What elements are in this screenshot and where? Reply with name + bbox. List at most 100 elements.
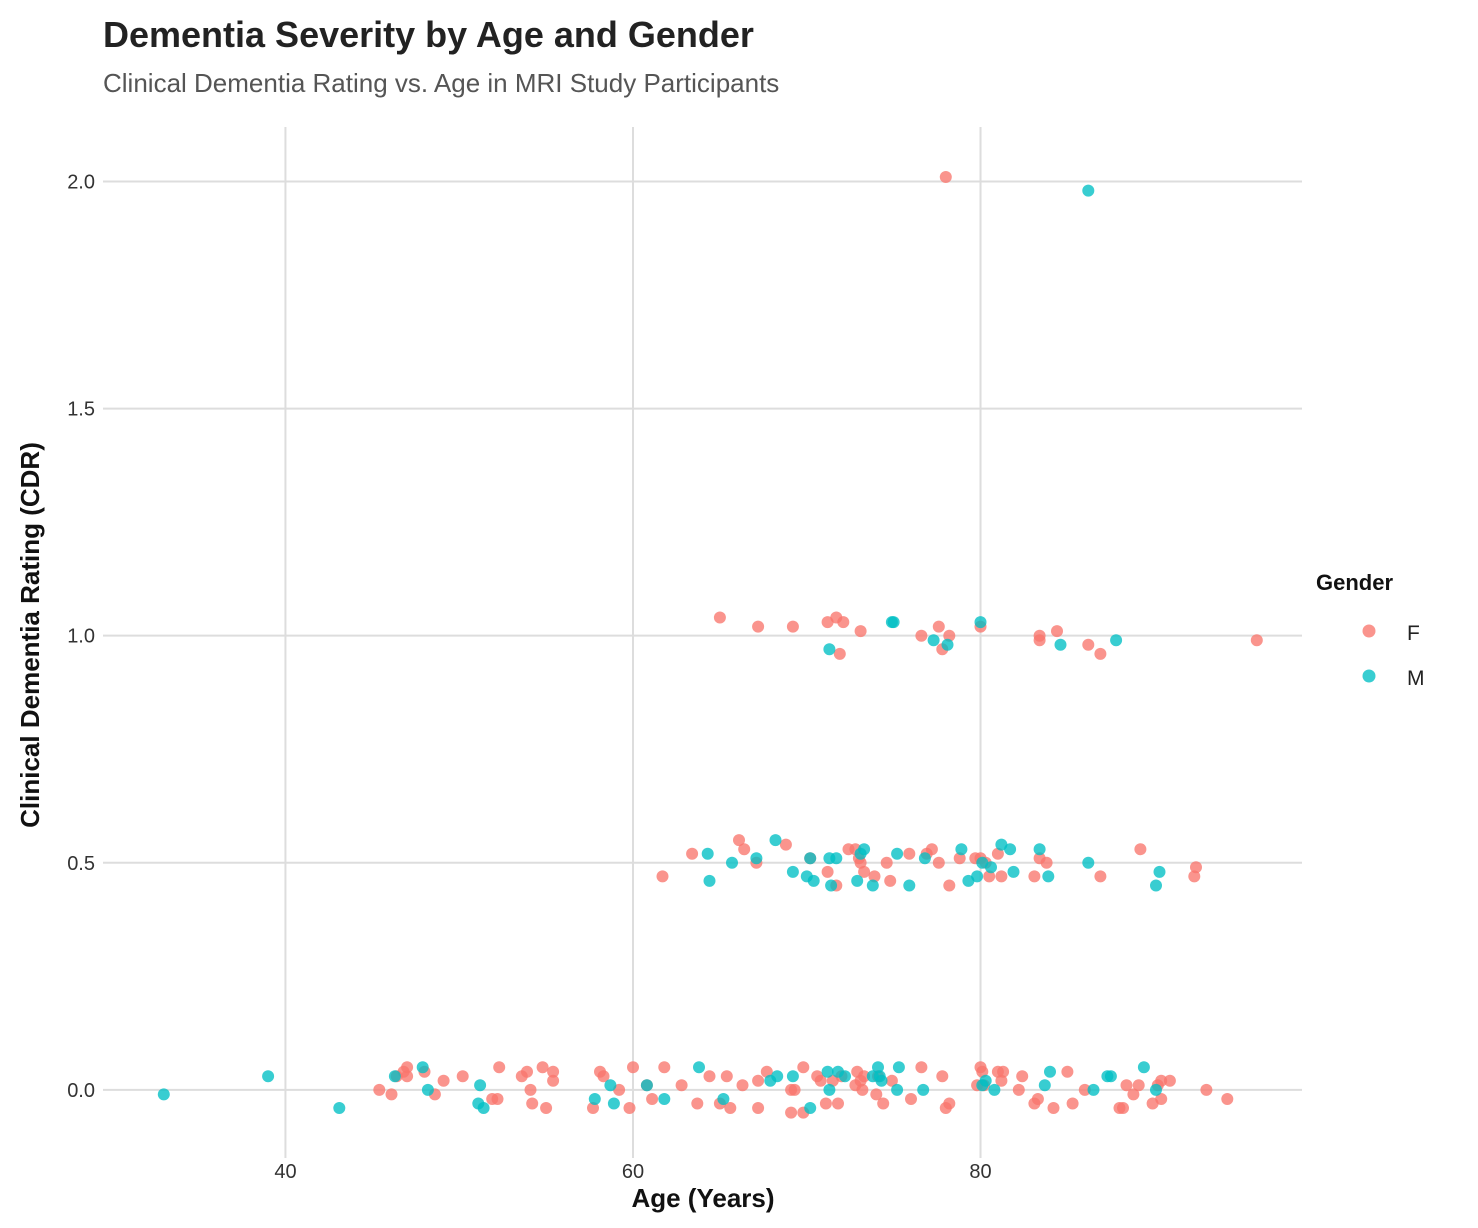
point-m — [474, 1079, 487, 1092]
point-f — [854, 856, 867, 869]
point-f — [1132, 1079, 1145, 1092]
point-f — [401, 1061, 414, 1074]
point-m — [971, 870, 984, 883]
point-f — [1117, 1102, 1129, 1114]
series-f — [373, 171, 1263, 1119]
point-m — [1038, 1079, 1051, 1092]
point-f — [833, 647, 846, 660]
point-m — [262, 1070, 275, 1083]
point-m — [866, 879, 879, 892]
point-m — [786, 865, 799, 878]
point-f — [1040, 856, 1053, 869]
point-f — [456, 1070, 469, 1083]
point-m — [421, 1083, 434, 1096]
point-f — [760, 1065, 773, 1078]
point-f — [658, 1061, 671, 1074]
point-f — [656, 870, 669, 883]
point-f — [976, 1065, 989, 1078]
legend-marker-m — [1362, 669, 1376, 683]
point-f — [1078, 1083, 1091, 1096]
x-tick-label: 40 — [274, 1161, 296, 1183]
point-f — [1155, 1074, 1168, 1087]
point-f — [720, 1070, 733, 1083]
point-m — [786, 1070, 799, 1083]
point-m — [769, 834, 782, 847]
point-f — [1033, 629, 1046, 642]
legend-marker-f — [1362, 624, 1376, 638]
chart-subtitle: Clinical Dementia Rating vs. Age in MRI … — [103, 68, 779, 98]
point-f — [1047, 1102, 1060, 1114]
point-m — [823, 1083, 836, 1096]
point-f — [646, 1093, 659, 1105]
point-f — [1200, 1083, 1213, 1096]
point-f — [915, 629, 928, 642]
point-m — [941, 638, 954, 651]
point-f — [939, 171, 952, 183]
y-tick-label: 1.5 — [67, 399, 95, 421]
point-f — [1134, 843, 1147, 856]
point-m — [750, 852, 763, 865]
point-m — [1054, 638, 1067, 651]
point-f — [821, 865, 834, 878]
point-f — [884, 874, 897, 887]
point-f — [675, 1079, 688, 1092]
point-f — [526, 1097, 539, 1110]
point-f — [1016, 1070, 1029, 1083]
point-f — [936, 1070, 949, 1083]
point-f — [733, 834, 745, 847]
point-m — [658, 1093, 671, 1105]
point-m — [703, 874, 716, 887]
point-f — [1031, 1093, 1044, 1105]
point-m — [985, 861, 997, 874]
point-f — [493, 1061, 506, 1074]
point-f — [713, 611, 726, 624]
point-f — [437, 1074, 450, 1087]
point-f — [1127, 1088, 1140, 1101]
point-m — [858, 843, 871, 856]
point-m — [640, 1079, 653, 1092]
point-f — [724, 1102, 737, 1114]
point-f — [932, 856, 945, 869]
point-f — [691, 1097, 704, 1110]
point-m — [1082, 184, 1095, 197]
point-m — [1004, 843, 1017, 856]
point-f — [1061, 1065, 1074, 1078]
point-f — [995, 1074, 1008, 1087]
y-tick-label: 0.0 — [67, 1080, 95, 1102]
point-f — [738, 843, 751, 856]
point-f — [797, 1061, 810, 1074]
point-m — [875, 1074, 888, 1087]
point-f — [991, 847, 1004, 860]
point-m — [1082, 856, 1095, 869]
legend: Gender F M — [1316, 570, 1425, 690]
point-f — [786, 620, 799, 633]
point-f — [736, 1079, 749, 1092]
point-m — [693, 1061, 705, 1074]
point-f — [832, 1097, 844, 1110]
point-f — [587, 1102, 599, 1114]
point-f — [597, 1070, 610, 1083]
point-f — [997, 1065, 1010, 1078]
legend-label-m: M — [1407, 667, 1425, 690]
point-m — [917, 1083, 930, 1096]
x-axis-title: Age (Years) — [631, 1183, 774, 1213]
legend-title: Gender — [1316, 570, 1393, 595]
point-f — [1066, 1097, 1079, 1110]
point-f — [785, 1106, 798, 1119]
point-f — [788, 1083, 801, 1096]
point-f — [1120, 1079, 1133, 1092]
point-f — [627, 1061, 639, 1074]
point-f — [521, 1065, 533, 1078]
point-m — [807, 874, 820, 887]
point-m — [717, 1093, 730, 1105]
legend-label-f: F — [1407, 622, 1420, 645]
point-m — [979, 1074, 992, 1087]
point-m — [887, 616, 900, 629]
point-f — [547, 1074, 560, 1087]
point-f — [547, 1065, 560, 1078]
point-m — [1087, 1083, 1100, 1096]
point-f — [858, 865, 871, 878]
point-m — [830, 852, 843, 865]
point-f — [819, 1097, 832, 1110]
point-m — [872, 1061, 884, 1074]
